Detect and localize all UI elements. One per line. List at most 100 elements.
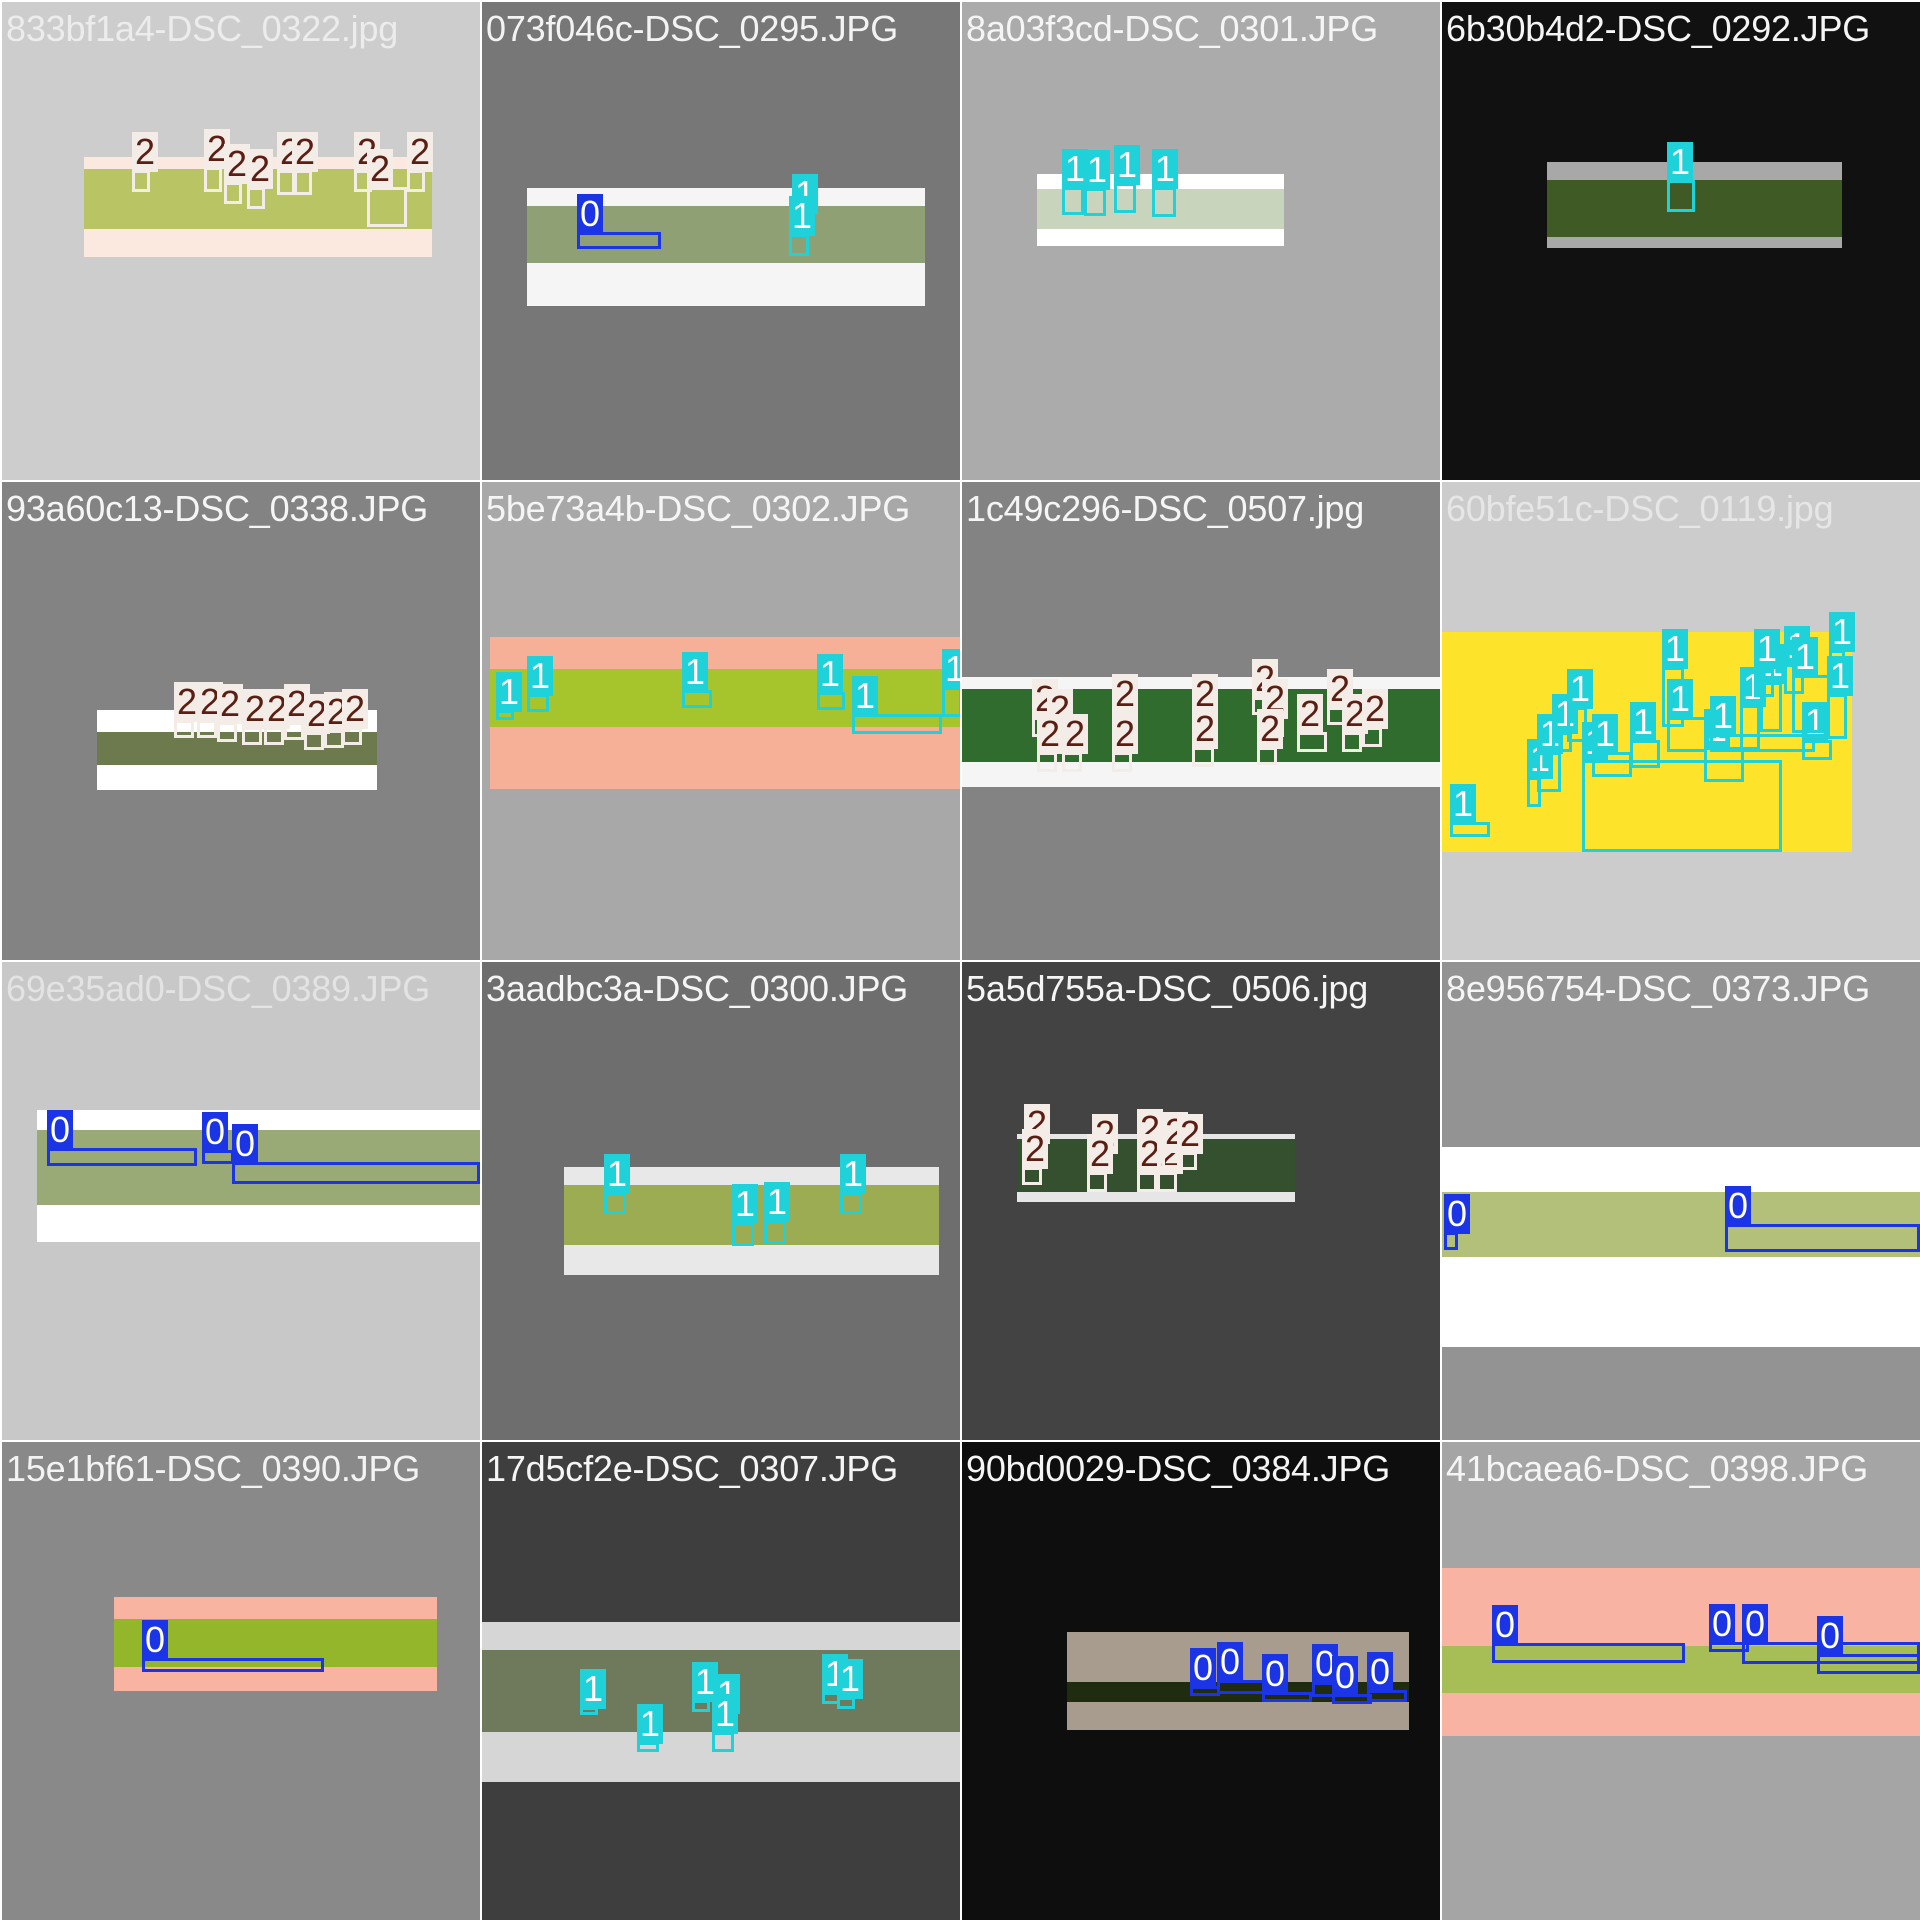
image-filename: 5a5d755a-DSC_0506.jpg <box>966 968 1369 1009</box>
class-label: 1 <box>604 1154 631 1194</box>
image-filename: 69e35ad0-DSC_0389.JPG <box>6 968 431 1009</box>
bounding-box-class-1 <box>712 1732 734 1752</box>
leaf-blade <box>97 732 377 765</box>
class-label: 2 <box>1087 1134 1114 1174</box>
class-label: 2 <box>292 132 319 172</box>
bounding-box-class-2 <box>1342 732 1362 752</box>
image-tile[interactable]: 1 1 1 1 8a03f3cd-DSC_0301.JPG <box>962 2 1440 480</box>
bounding-box-class-2 <box>197 720 217 738</box>
image-filename: 17d5cf2e-DSC_0307.JPG <box>486 1448 899 1489</box>
bounding-box-class-2 <box>1137 1172 1157 1192</box>
bounding-box-class-2 <box>1037 752 1057 772</box>
bounding-box-class-2 <box>1177 1152 1197 1170</box>
bounding-box-class-2 <box>1192 747 1214 767</box>
class-label: 1 <box>764 1182 791 1222</box>
class-label: 1 <box>682 652 709 692</box>
image-tile[interactable]: 1111111111111111111160bfe51c-DSC_0119.jp… <box>1442 482 1920 960</box>
class-label: 1 <box>637 1704 664 1744</box>
bounding-box-class-1 <box>1450 822 1490 837</box>
class-label: 0 <box>1742 1604 1769 1644</box>
bounding-box-class-0 <box>202 1150 234 1164</box>
class-label: 1 <box>1062 149 1089 189</box>
class-label: 1 <box>1754 629 1781 669</box>
bounding-box-class-1 <box>682 690 712 708</box>
image-tile[interactable]: 0 1 1 073f046c-DSC_0295.JPG <box>482 2 960 480</box>
bounding-box-class-0 <box>47 1148 197 1166</box>
image-filename: 93a60c13-DSC_0338.JPG <box>6 488 429 529</box>
class-label: 1 <box>732 1184 759 1224</box>
image-tile[interactable]: 0 0 0 0 41bcaea6-DSC_0398.JPG <box>1442 1442 1920 1920</box>
class-label: 1 <box>1667 679 1694 719</box>
bounding-box-class-0 <box>142 1658 324 1672</box>
bounding-box-class-1 <box>1704 747 1744 782</box>
leaf-image <box>490 637 960 789</box>
class-label: 1 <box>1084 150 1111 190</box>
bounding-box-class-1 <box>1802 740 1832 760</box>
bounding-box-class-2 <box>174 720 194 738</box>
image-filename: 41bcaea6-DSC_0398.JPG <box>1446 1448 1869 1489</box>
class-label: 1 <box>837 1659 864 1699</box>
class-label: 1 <box>580 1669 607 1709</box>
image-tile[interactable]: 2222222222222221c49c296-DSC_0507.jpg <box>962 482 1440 960</box>
bounding-box-class-2 <box>204 167 222 192</box>
class-label: 0 <box>142 1620 169 1660</box>
bounding-box-class-1 <box>527 694 549 712</box>
class-label: 1 <box>1792 637 1819 677</box>
class-label: 0 <box>577 194 604 234</box>
bounding-box-class-0 <box>1444 1232 1458 1250</box>
image-tile[interactable]: 1 1 1 1 3aadbc3a-DSC_0300.JPG <box>482 962 960 1440</box>
class-label: 1 <box>1827 656 1854 696</box>
image-filename: 3aadbc3a-DSC_0300.JPG <box>486 968 909 1009</box>
leaf-blade <box>490 669 960 727</box>
class-label: 0 <box>1817 1616 1844 1656</box>
image-tile[interactable]: 111111117d5cf2e-DSC_0307.JPG <box>482 1442 960 1920</box>
class-label: 2 <box>174 682 201 722</box>
bounding-box-class-1 <box>604 1192 626 1214</box>
image-filename: 15e1bf61-DSC_0390.JPG <box>6 1448 421 1489</box>
bounding-box-class-2 <box>1297 732 1327 752</box>
bounding-box-class-1 <box>1667 717 1707 752</box>
image-tile[interactable]: 2222222225a5d755a-DSC_0506.jpg <box>962 962 1440 1440</box>
image-filename: 1c49c296-DSC_0507.jpg <box>966 488 1365 529</box>
class-label: 1 <box>527 656 554 696</box>
class-label: 2 <box>247 149 274 189</box>
class-label: 2 <box>1112 714 1139 754</box>
bounding-box-class-1 <box>942 687 960 717</box>
class-label: 0 <box>1492 1605 1519 1645</box>
bounding-box-class-1 <box>1630 740 1660 768</box>
image-tile[interactable]: 222222222833bf1a4-DSC_0322.jpg <box>2 2 480 480</box>
bounding-box-class-2 <box>304 732 324 750</box>
image-tile[interactable]: 0 0 0 69e35ad0-DSC_0389.JPG <box>2 962 480 1440</box>
image-tile[interactable]: 1 1 1 1 1 1 5be73a4b-DSC_0302.JPG <box>482 482 960 960</box>
bounding-box-class-2 <box>224 182 242 204</box>
image-tile[interactable]: 0 0 0 0 0 0 90bd0029-DSC_0384.JPG <box>962 1442 1440 1920</box>
class-label: 2 <box>407 132 434 172</box>
bounding-box-class-1 <box>1114 183 1136 213</box>
bounding-box-class-1 <box>1792 675 1830 733</box>
class-label: 1 <box>1114 145 1141 185</box>
image-filename: 8a03f3cd-DSC_0301.JPG <box>966 8 1379 49</box>
image-filename: 5be73a4b-DSC_0302.JPG <box>486 488 911 529</box>
class-label: 0 <box>1190 1648 1217 1688</box>
image-filename: 8e956754-DSC_0373.JPG <box>1446 968 1871 1009</box>
class-label: 0 <box>202 1112 229 1152</box>
class-label: 2 <box>1177 1114 1204 1154</box>
image-filename: 6b30b4d2-DSC_0292.JPG <box>1446 8 1871 49</box>
class-label: 2 <box>1112 674 1139 714</box>
bounding-box-class-1 <box>1062 187 1084 215</box>
bounding-box-class-2 <box>247 187 265 209</box>
bounding-box-class-2 <box>407 170 425 192</box>
image-tile[interactable]: 1 6b30b4d2-DSC_0292.JPG <box>1442 2 1920 480</box>
class-label: 2 <box>242 689 269 729</box>
class-label: 1 <box>817 654 844 694</box>
bounding-box-class-2 <box>367 187 407 227</box>
image-tile[interactable]: 2 2 2 2 2 2 2 2 2 93a60c13-DSC_0338.JPG <box>2 482 480 960</box>
bounding-box-class-0 <box>1817 1654 1920 1674</box>
image-tile[interactable]: 0 15e1bf61-DSC_0390.JPG <box>2 1442 480 1920</box>
class-label: 2 <box>1037 714 1064 754</box>
class-label: 1 <box>1630 702 1657 742</box>
bounding-box-class-2 <box>1087 1172 1107 1192</box>
image-filename: 60bfe51c-DSC_0119.jpg <box>1446 488 1834 529</box>
image-tile[interactable]: 0 0 8e956754-DSC_0373.JPG <box>1442 962 1920 1440</box>
bounding-box-class-1 <box>764 1220 786 1244</box>
